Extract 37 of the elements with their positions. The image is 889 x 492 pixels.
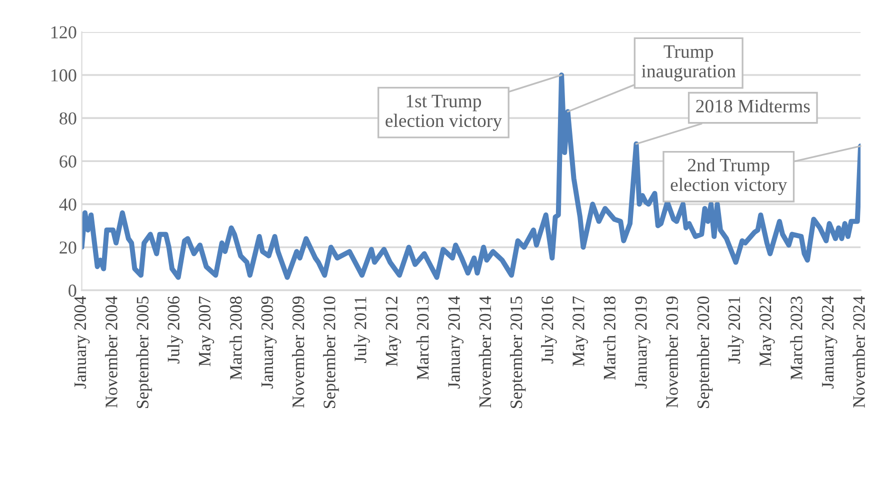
x-tick-label: March 2018 — [603, 296, 616, 380]
x-tick-label: July 2006 — [167, 296, 184, 364]
annotation: 2nd Trump election victory — [670, 158, 788, 195]
x-tick-label: March 2013 — [416, 296, 429, 380]
x-tick-label: July 2021 — [728, 296, 744, 364]
x-tick-label: November 2004 — [105, 296, 118, 408]
x-tick-label: November 2024 — [852, 296, 865, 408]
x-tick-label: November 2009 — [292, 296, 304, 408]
y-tick-label: 40 — [59, 198, 76, 211]
x-tick-label: January 2014 — [448, 296, 464, 389]
x-tick-label: July 2016 — [541, 296, 557, 364]
y-tick-label: 60 — [60, 155, 76, 168]
annotation: Trump inauguration — [642, 45, 736, 82]
x-tick-label: January 2004 — [74, 296, 90, 389]
y-tick-label: 120 — [51, 26, 76, 38]
x-tick-label: November 2019 — [666, 296, 678, 408]
x-tick-label: March 2023 — [790, 296, 802, 380]
x-tick-label: May 2007 — [198, 296, 214, 366]
x-tick-label: September 2010 — [323, 296, 339, 408]
x-tick-label: May 2017 — [572, 296, 588, 366]
y-tick-label: 0 — [68, 284, 76, 297]
x-tick-label: January 2024 — [822, 296, 838, 389]
x-tick-label: January 2009 — [261, 296, 277, 389]
y-tick-label: 20 — [60, 241, 76, 254]
annotation: 1st Trump election victory — [386, 94, 502, 131]
x-tick-label: January 2019 — [635, 296, 650, 389]
x-tick-label: March 2008 — [230, 296, 242, 380]
annotation: 2018 Midterms — [696, 99, 810, 112]
x-tick-label: May 2022 — [759, 296, 775, 366]
y-tick-label: 100 — [51, 69, 76, 82]
x-tick-label: September 2020 — [696, 296, 713, 408]
x-tick-label: November 2014 — [478, 296, 492, 408]
x-tick-label: July 2011 — [354, 296, 370, 363]
x-tick-label: May 2012 — [386, 296, 402, 366]
y-tick-label: 80 — [60, 112, 76, 125]
x-tick-label: September 2015 — [510, 296, 526, 408]
x-tick-label: September 2005 — [136, 296, 152, 408]
